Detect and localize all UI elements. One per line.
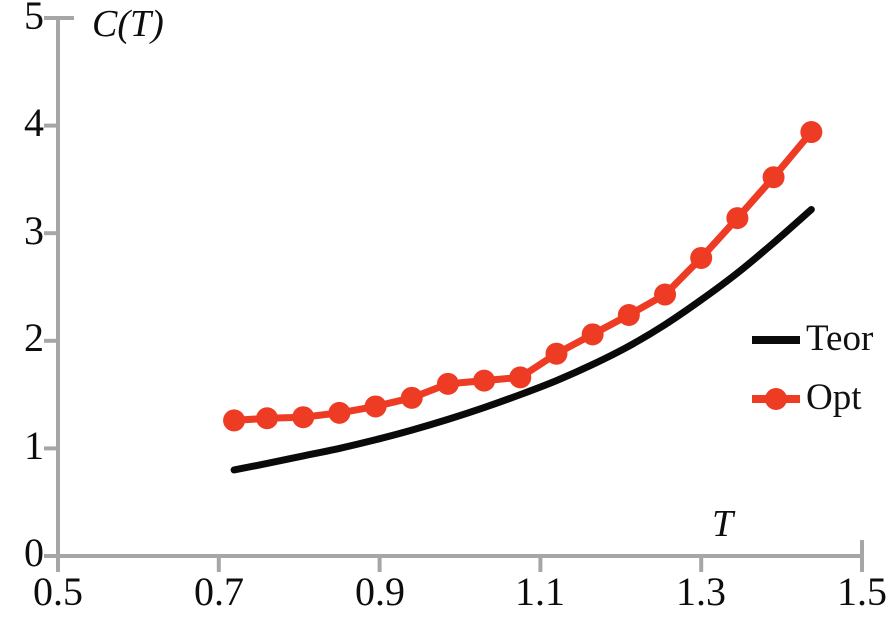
x-tick-label-0: 0.5 [33, 569, 83, 614]
data-point-marker [328, 401, 351, 424]
data-point-marker [690, 246, 713, 269]
series-markers-opt [223, 121, 823, 432]
data-point-marker [581, 323, 604, 346]
legend-label-teor: Teor [806, 318, 874, 359]
x-tick-label-1: 0.7 [194, 569, 244, 614]
data-point-marker [545, 342, 568, 365]
legend-swatch-opt-marker [765, 388, 787, 410]
y-tick-label-0: 0 [24, 530, 44, 575]
x-tick-label-5: 1.5 [837, 569, 887, 614]
y-tick-label-5: 5 [24, 0, 44, 38]
y-tick-label-1: 1 [24, 423, 44, 468]
x-tick-label-4: 1.3 [676, 569, 726, 614]
data-point-marker [654, 283, 677, 306]
legend-label-opt: Opt [806, 377, 862, 418]
data-point-marker [223, 409, 246, 432]
x-tick-label-2: 0.9 [355, 569, 405, 614]
series-line-teor [230, 206, 815, 474]
data-point-marker [473, 369, 496, 392]
data-point-marker [617, 303, 640, 326]
data-point-marker [726, 207, 749, 230]
data-point-marker [800, 121, 823, 144]
axis-lines [56, 16, 864, 558]
y-axis-title: C(T) [92, 3, 164, 45]
data-point-marker [509, 366, 532, 389]
data-point-marker [364, 395, 387, 418]
y-tick-label-3: 3 [24, 208, 44, 253]
y-tick-label-4: 4 [24, 100, 44, 145]
data-point-marker [400, 386, 423, 409]
x-axis-title: T [712, 503, 734, 545]
legend-swatches [752, 336, 800, 410]
y-tick-label-2: 2 [24, 315, 44, 360]
data-point-marker [436, 372, 459, 395]
data-point-marker [292, 406, 315, 429]
data-point-marker [762, 166, 785, 189]
x-tick-label-3: 1.1 [515, 569, 565, 614]
x-axis-ticks [56, 556, 864, 572]
y-axis-ticks [44, 16, 58, 558]
data-point-marker [256, 407, 279, 430]
